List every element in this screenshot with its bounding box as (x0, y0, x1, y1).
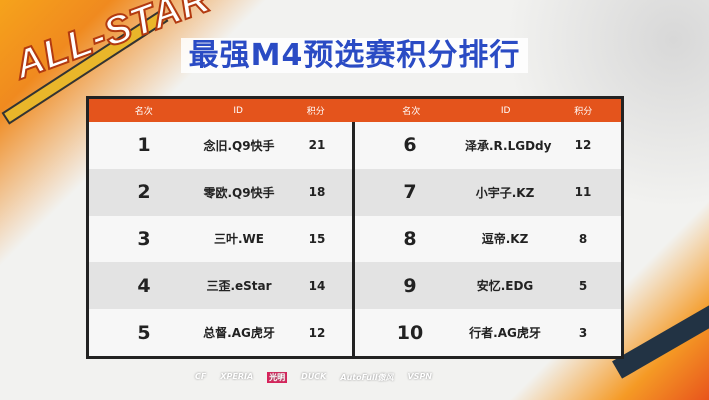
rank-cell: 8 (403, 227, 417, 250)
points-cell: 15 (308, 231, 326, 246)
rank-cell: 5 (137, 321, 151, 344)
rank-cell: 9 (403, 274, 417, 297)
table-row: 4 三歪.eStar 14 (89, 262, 355, 310)
table-row: 1 念旧.Q9快手 21 (89, 122, 355, 169)
table-row: 10 行者.AG虎牙 3 (355, 309, 621, 356)
logo-guangming: 光明 (267, 372, 288, 383)
logo-duck: DUCK (301, 372, 327, 381)
table-row: 7 小宇子.KZ 11 (355, 168, 621, 216)
player-id-cell: 零欧.Q9快手 (203, 185, 275, 200)
header-rank: 名次 (402, 107, 421, 117)
player-id-cell: 安忆.EDG (476, 279, 534, 294)
points-cell: 5 (578, 278, 588, 293)
rank-cell: 1 (137, 134, 151, 157)
ranking-table: 名次 ID 积分 名次 ID 积分 1 念旧.Q9快手 21 2 零欧.Q9快手 18 3 三… (86, 96, 624, 359)
rank-cell: 6 (403, 134, 417, 157)
column-divider (352, 122, 355, 356)
points-cell: 21 (308, 138, 326, 153)
points-cell: 3 (578, 325, 588, 340)
rank-cell: 3 (137, 227, 151, 250)
points-cell: 12 (308, 325, 326, 340)
player-id-cell: 三叶.WE (214, 232, 264, 247)
points-cell: 18 (308, 185, 326, 200)
player-id-cell: 三歪.eStar (206, 279, 272, 294)
rank-cell: 10 (396, 321, 424, 344)
player-id-cell: 行者.AG虎牙 (469, 326, 541, 341)
player-id-cell: 念旧.Q9快手 (203, 138, 275, 153)
player-id-cell: 泽承.R.LGDdy (465, 138, 552, 153)
table-row: 9 安忆.EDG 5 (355, 262, 621, 310)
left-column: 1 念旧.Q9快手 21 2 零欧.Q9快手 18 3 三叶.WE 15 4 三歪.eStar 14 5… (89, 122, 355, 356)
header-id: ID (233, 105, 243, 116)
rank-cell: 7 (403, 181, 417, 204)
rank-cell: 4 (137, 274, 151, 297)
table-header: 名次 ID 积分 名次 ID 积分 (89, 99, 621, 122)
table-row: 8 逗帝.KZ 8 (355, 215, 621, 263)
page-title: 最强M4预选赛积分排行 (0, 30, 709, 74)
logo-xperia: XPERIA (220, 372, 254, 381)
table-row: 3 三叶.WE 15 (89, 215, 355, 263)
table-row: 5 总督.AG虎牙 12 (89, 309, 355, 356)
player-id-cell: 逗帝.KZ (481, 232, 529, 247)
header-points: 积分 (306, 107, 325, 117)
table-row: 2 零欧.Q9快手 18 (89, 168, 355, 216)
sponsor-logos: CF XPERIA 光明 DUCK AutoFull傲风 VSPN (195, 372, 432, 383)
logo-vspn: VSPN (407, 372, 432, 381)
points-cell: 12 (574, 138, 592, 153)
player-id-cell: 总督.AG虎牙 (203, 326, 275, 341)
rank-cell: 2 (137, 181, 151, 204)
right-column: 6 泽承.R.LGDdy 12 7 小宇子.KZ 11 8 逗帝.KZ 8 9 安忆.EDG 5 10 行… (355, 122, 621, 356)
header-points: 积分 (574, 107, 593, 117)
logo-autofull: AutoFull傲风 (340, 373, 394, 382)
header-rank: 名次 (134, 107, 153, 117)
points-cell: 11 (574, 185, 592, 200)
logo-cf: CF (195, 372, 207, 381)
title-text: 最强M4预选赛积分排行 (180, 38, 529, 73)
player-id-cell: 小宇子.KZ (475, 185, 535, 200)
points-cell: 14 (308, 278, 326, 293)
table-row: 6 泽承.R.LGDdy 12 (355, 122, 621, 169)
points-cell: 8 (578, 231, 588, 246)
header-id: ID (500, 105, 511, 116)
